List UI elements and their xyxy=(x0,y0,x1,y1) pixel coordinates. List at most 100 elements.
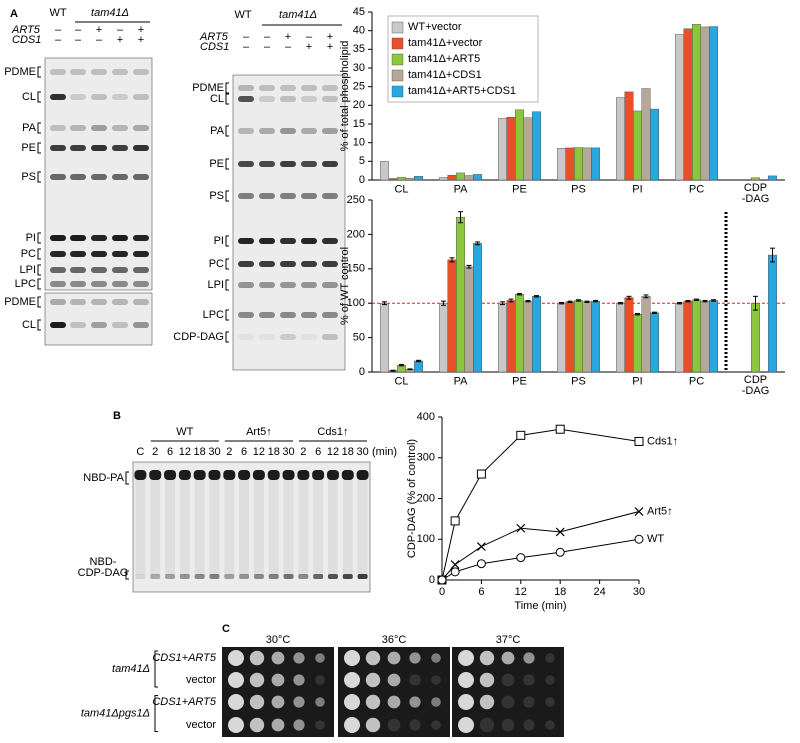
temperature-label: 36°C xyxy=(382,634,407,646)
gel-band xyxy=(133,174,149,180)
error-bar xyxy=(702,299,708,303)
lane-label: 30 xyxy=(282,446,294,458)
gel-band xyxy=(238,261,254,267)
gel-band xyxy=(356,470,369,480)
bar xyxy=(506,117,516,181)
gel-band xyxy=(280,282,296,288)
gel-band xyxy=(112,125,128,131)
gel-band xyxy=(238,161,254,167)
colony-spot xyxy=(501,651,515,665)
gel-lane xyxy=(357,480,368,575)
error-bar xyxy=(753,295,758,311)
error-bar xyxy=(584,300,590,304)
series-label: Cds1↑ xyxy=(647,435,678,447)
legend-label: tam41Δ+vector xyxy=(408,37,483,49)
x-tick-label: CL xyxy=(394,183,409,196)
gel-band xyxy=(135,574,146,579)
colony-spot xyxy=(431,720,441,730)
plasmid-label: CDS1+ART5 xyxy=(152,696,217,708)
bar xyxy=(565,301,575,373)
colony-spot xyxy=(365,650,381,666)
bar xyxy=(515,109,524,181)
bracket xyxy=(37,232,41,244)
gel-band xyxy=(112,174,128,180)
series-label: Art5↑ xyxy=(647,505,673,517)
temperature-label: 37°C xyxy=(496,634,521,646)
gel-band xyxy=(280,161,296,167)
bar xyxy=(683,28,693,181)
bar xyxy=(624,297,634,373)
gel-image xyxy=(232,74,346,371)
colony-spot xyxy=(523,696,535,708)
lane-label: 18 xyxy=(194,446,206,458)
gel-band xyxy=(238,312,254,318)
genotype-label: ART5 xyxy=(11,24,41,36)
gel-band xyxy=(70,322,86,328)
series-line xyxy=(441,511,640,581)
gel-band xyxy=(259,282,275,288)
gel-lane xyxy=(253,480,264,575)
gel-band xyxy=(280,85,296,91)
gel-band xyxy=(70,281,86,287)
colony-spot xyxy=(479,717,495,733)
gel-band xyxy=(252,470,265,480)
lipid-label: LPI xyxy=(207,279,224,291)
gel-band xyxy=(322,128,338,134)
x-tick-label: CDP -DAG xyxy=(741,374,770,397)
gel-band xyxy=(301,128,317,134)
bar xyxy=(523,117,533,181)
marker xyxy=(476,469,486,479)
marker xyxy=(516,523,526,533)
gel-band xyxy=(133,281,149,287)
genotype-sign: + xyxy=(327,31,333,43)
colony-spot xyxy=(409,696,421,708)
colony-spot xyxy=(409,719,421,731)
genotype-sign: + xyxy=(138,24,144,36)
bar xyxy=(557,148,566,181)
gel-band xyxy=(133,267,149,273)
colony-spot xyxy=(523,719,535,731)
y-tick-label: 5 xyxy=(359,155,365,167)
error-bar xyxy=(534,295,539,298)
colony-spot xyxy=(431,653,441,663)
genotype-sign: – xyxy=(75,34,82,46)
gel-band xyxy=(238,193,254,199)
lipid-label: PA xyxy=(210,125,225,137)
gel-image xyxy=(132,461,371,593)
error-bar xyxy=(576,299,581,302)
gel-lane xyxy=(224,480,235,575)
genotype-sign: + xyxy=(306,41,312,53)
error-bar xyxy=(449,257,455,263)
colony-spot xyxy=(501,695,515,709)
bar xyxy=(768,175,777,181)
gel-band xyxy=(297,470,310,480)
gel-band xyxy=(238,334,254,340)
gel-band xyxy=(70,94,86,100)
colony-spot xyxy=(344,672,360,688)
gel-band xyxy=(322,96,338,102)
bracket xyxy=(37,122,41,134)
bracket xyxy=(37,171,41,183)
error-bar xyxy=(508,298,514,303)
gel-band xyxy=(259,96,275,102)
series-line xyxy=(441,428,640,581)
gel-band xyxy=(133,299,149,305)
gel-band xyxy=(283,574,294,579)
colony-spot xyxy=(479,650,495,666)
lipid-label: PE xyxy=(209,158,224,170)
marker xyxy=(516,553,526,563)
gel-band xyxy=(301,193,317,199)
bar xyxy=(532,296,541,373)
x-tick-label: 24 xyxy=(593,586,605,598)
lane-header: WT xyxy=(49,7,66,19)
gel-band xyxy=(301,261,317,267)
colony-spot xyxy=(387,695,401,709)
x-tick-label: PC xyxy=(688,375,705,388)
gel-band xyxy=(259,334,275,340)
y-axis-label: CDP-DAG (% of control) xyxy=(406,439,418,558)
gel-band xyxy=(223,470,236,480)
x-tick-label: PI xyxy=(632,183,643,196)
lane-label: 18 xyxy=(268,446,280,458)
colony-spot xyxy=(315,675,325,685)
gel-band xyxy=(301,96,317,102)
